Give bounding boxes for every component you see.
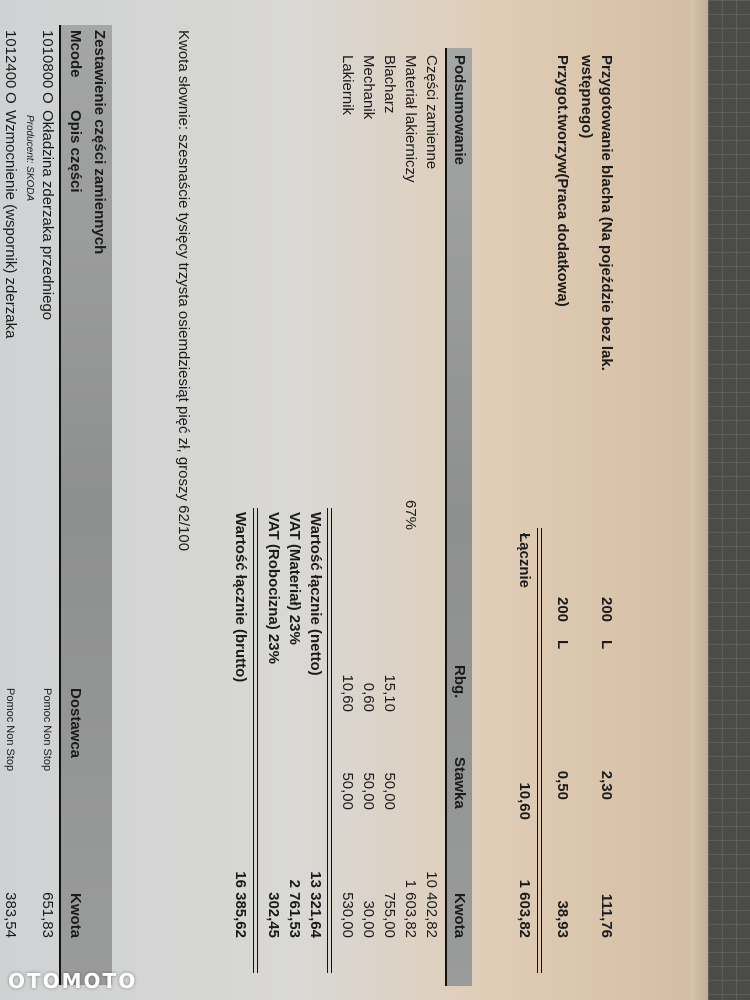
double-rule bbox=[253, 508, 258, 973]
gross-amount: 16 385,62 bbox=[232, 871, 249, 938]
double-rule bbox=[327, 508, 332, 973]
col-stawka: Stawka bbox=[451, 757, 468, 809]
labour-unit: L bbox=[554, 640, 571, 650]
total-label: VAT (Robocizna) 23% bbox=[265, 512, 282, 664]
parts-header-rule bbox=[59, 25, 61, 985]
part-supplier: Pomoc Non Stop bbox=[41, 688, 53, 772]
summary-label: Materiał lakierniczy bbox=[402, 55, 419, 183]
summary-rbg: 0,60 bbox=[360, 682, 377, 712]
col-kwota: Kwota bbox=[451, 893, 468, 938]
summary-label: Lakiernik bbox=[339, 55, 356, 116]
labour-label: Przygot.tworzyw(Praca dodatkowa) bbox=[554, 55, 571, 307]
part-flag: O bbox=[39, 92, 56, 104]
summary-amount: 10 402,82 bbox=[423, 871, 440, 938]
summary-pct: 67% bbox=[402, 500, 419, 531]
summary-label: Mechanik bbox=[360, 55, 377, 120]
summary-amount: 1 603,82 bbox=[402, 879, 419, 938]
part-amount: 383,54 bbox=[2, 892, 19, 938]
paper-stack-edge bbox=[690, 0, 708, 1000]
summary-amount: 530,00 bbox=[339, 892, 356, 938]
total-amount: 302,45 bbox=[265, 892, 282, 938]
summary-rate: 50,00 bbox=[381, 772, 398, 810]
col-rbg: Rbg. bbox=[451, 665, 468, 699]
summary-rate: 50,00 bbox=[339, 772, 356, 810]
summary-amount: 30,00 bbox=[360, 900, 377, 938]
part-mcode: 1010800 bbox=[39, 30, 56, 89]
summary-label: Części zamienne bbox=[423, 55, 440, 170]
labour-hours: 2,30 bbox=[598, 770, 615, 800]
part-desc: Wzmocnienie (wspornik) zderzaka bbox=[2, 110, 19, 339]
total-label: VAT (Materiał) 23% bbox=[286, 512, 303, 645]
labour-label-cont: wstępnego) bbox=[578, 55, 595, 139]
labour-amount: 38,93 bbox=[554, 900, 571, 938]
summary-label: Blacharz bbox=[381, 55, 398, 114]
col-opis: Opis części bbox=[67, 110, 84, 193]
cutting-mat bbox=[708, 0, 750, 1000]
gross-label: Wartość łącznie (brutto) bbox=[232, 512, 249, 683]
part-flag: O bbox=[2, 92, 19, 104]
col-kwota: Kwota bbox=[67, 893, 84, 938]
col-mcode: Mcode bbox=[67, 30, 84, 78]
summary-rate: 50,00 bbox=[360, 772, 377, 810]
summary-title: Podsumowanie bbox=[451, 55, 468, 166]
part-producer: Producent: SKODA bbox=[24, 115, 35, 202]
labour-qty: 200 bbox=[598, 597, 615, 623]
otomoto-watermark: OTOMOTO bbox=[8, 969, 138, 993]
col-dostawca: Dostawca bbox=[67, 688, 84, 759]
total-amount: 2 761,53 bbox=[286, 879, 303, 938]
amount-in-words: Kwota słownie: szesnaście tysięcy trzyst… bbox=[175, 30, 192, 552]
double-rule bbox=[537, 528, 542, 973]
labour-qty: 200 bbox=[554, 597, 571, 623]
total-label: Wartość łącznie (netto) bbox=[307, 512, 324, 676]
summary-header-bar bbox=[446, 48, 472, 986]
summary-rbg: 10,60 bbox=[339, 674, 356, 712]
labour-total-label: Łącznie bbox=[516, 533, 533, 589]
summary-amount: 755,00 bbox=[381, 892, 398, 938]
labour-hours: 0,50 bbox=[554, 770, 571, 800]
part-amount: 651,83 bbox=[39, 892, 56, 938]
labour-unit: L bbox=[598, 640, 615, 650]
labour-label: Przygotowanie blacha (Na pojeździe bez l… bbox=[598, 55, 615, 371]
part-supplier: Pomoc Non Stop bbox=[4, 688, 16, 772]
labour-total-hours: 10,60 bbox=[516, 782, 533, 820]
labour-amount: 111,76 bbox=[598, 893, 615, 938]
summary-header-rule bbox=[445, 48, 447, 986]
summary-rbg: 15,10 bbox=[381, 674, 398, 712]
part-desc: Okładzina zderzaka przedniego bbox=[39, 110, 56, 321]
part-mcode: 1012400 bbox=[2, 30, 19, 89]
total-amount: 13 321,64 bbox=[307, 871, 324, 938]
parts-title: Zestawienie części zamiennych bbox=[91, 30, 108, 255]
labour-total-amount: 1 603,82 bbox=[516, 879, 533, 938]
